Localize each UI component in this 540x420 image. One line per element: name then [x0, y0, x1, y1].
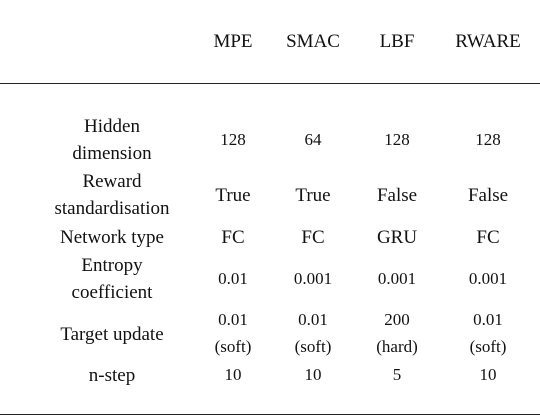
table-cell: 0.01 [218, 269, 248, 288]
table-cell: 10 [479, 365, 497, 384]
table-cell: False [376, 185, 418, 206]
row-label: standardisation [54, 198, 170, 219]
row-label: n-step [88, 365, 136, 386]
table-cell: True [215, 185, 251, 206]
table-cell: 10 [224, 365, 242, 384]
table-cell: (soft) [469, 337, 507, 356]
row-label: Target update [60, 324, 164, 345]
table-cell: 0.01 [298, 310, 328, 329]
table-cell: 64 [304, 130, 322, 149]
table-cell: FC [476, 227, 500, 248]
table-cell: 0.01 [218, 310, 248, 329]
row-label: Entropy [81, 255, 143, 276]
table-cell: 0.001 [293, 269, 333, 288]
column-header-smac: SMAC [286, 31, 340, 52]
table-cell: 0.001 [468, 269, 508, 288]
row-label: Hidden [84, 116, 140, 137]
table-cell: GRU [376, 227, 418, 248]
table-cell: 5 [392, 365, 402, 384]
table-cell: True [295, 185, 331, 206]
row-label: dimension [72, 143, 152, 164]
table-cell: FC [301, 227, 325, 248]
table-cell: (soft) [214, 337, 252, 356]
row-label: Reward [82, 171, 142, 192]
table-cell: (hard) [376, 337, 418, 356]
top-rule [0, 83, 540, 84]
column-header-mpe: MPE [213, 31, 253, 52]
row-label: Network type [60, 227, 164, 248]
table-cell: 0.01 [473, 310, 503, 329]
table-cell: 128 [220, 130, 246, 149]
table-cell: False [467, 185, 509, 206]
table-cell: 0.001 [377, 269, 417, 288]
table-cell: 128 [475, 130, 501, 149]
table-cell: 128 [384, 130, 410, 149]
row-label: coefficient [71, 282, 153, 303]
table-cell: (soft) [294, 337, 332, 356]
table-cell: 200 [384, 310, 410, 329]
column-header-lbf: LBF [379, 31, 415, 52]
table-cell: 10 [304, 365, 322, 384]
bottom-rule [0, 414, 540, 415]
table-cell: FC [221, 227, 245, 248]
column-header-rware: RWARE [455, 31, 521, 52]
